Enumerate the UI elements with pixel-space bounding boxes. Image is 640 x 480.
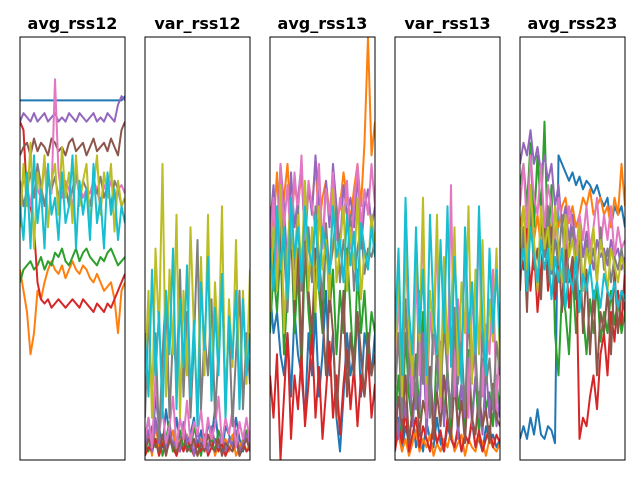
panel-frame [19, 36, 126, 461]
series-line-6 [20, 121, 125, 157]
panel-avg-rss13: avg_rss13 [269, 14, 376, 461]
panel-title: var_rss13 [404, 14, 490, 33]
series-line-10 [145, 247, 250, 428]
panel-avg-rss23: avg_rss23 [519, 14, 626, 461]
series-line-9 [395, 196, 500, 398]
series-line-9 [270, 179, 375, 335]
series-line-1 [520, 154, 625, 445]
panel-title: var_rss12 [154, 14, 240, 33]
series-line-2 [395, 429, 500, 457]
series-group [145, 162, 250, 457]
series-line-4 [270, 332, 375, 460]
series-line-8 [145, 239, 250, 440]
series-line-7 [270, 154, 375, 271]
series-line-6 [395, 365, 500, 445]
series-line-5 [20, 95, 125, 123]
panel-frame [394, 36, 501, 461]
panel-frame [269, 36, 376, 461]
series-group [395, 184, 500, 457]
series-line-4 [20, 121, 125, 313]
series-group [20, 78, 125, 356]
panel-var-rss13: var_rss13 [394, 14, 501, 461]
series-line-5 [520, 129, 625, 271]
series-group [520, 120, 625, 445]
series-line-10 [520, 226, 625, 313]
panel-avg-rss12: avg_rss12 [19, 14, 126, 461]
series-line-10 [20, 154, 125, 250]
series-line-9 [20, 141, 125, 250]
series-group [270, 37, 375, 460]
panel-title: avg_rss23 [528, 14, 618, 33]
series-line-2 [20, 260, 125, 356]
series-line-6 [145, 433, 250, 457]
panel-frame [519, 36, 626, 461]
panels: avg_rss12 var_rss12 avg_rss13 var_rss13 avg_… [19, 14, 626, 461]
series-line-3 [20, 247, 125, 283]
panel-title: avg_rss13 [278, 14, 368, 33]
panel-var-rss12: var_rss12 [144, 14, 251, 461]
series-line-8 [270, 205, 375, 313]
series-line-4 [520, 226, 625, 440]
series-line-10 [270, 196, 375, 301]
panel-frame [144, 36, 251, 461]
series-line-1 [20, 95, 125, 102]
series-line-10 [395, 196, 500, 385]
panel-title: avg_rss12 [28, 14, 118, 33]
